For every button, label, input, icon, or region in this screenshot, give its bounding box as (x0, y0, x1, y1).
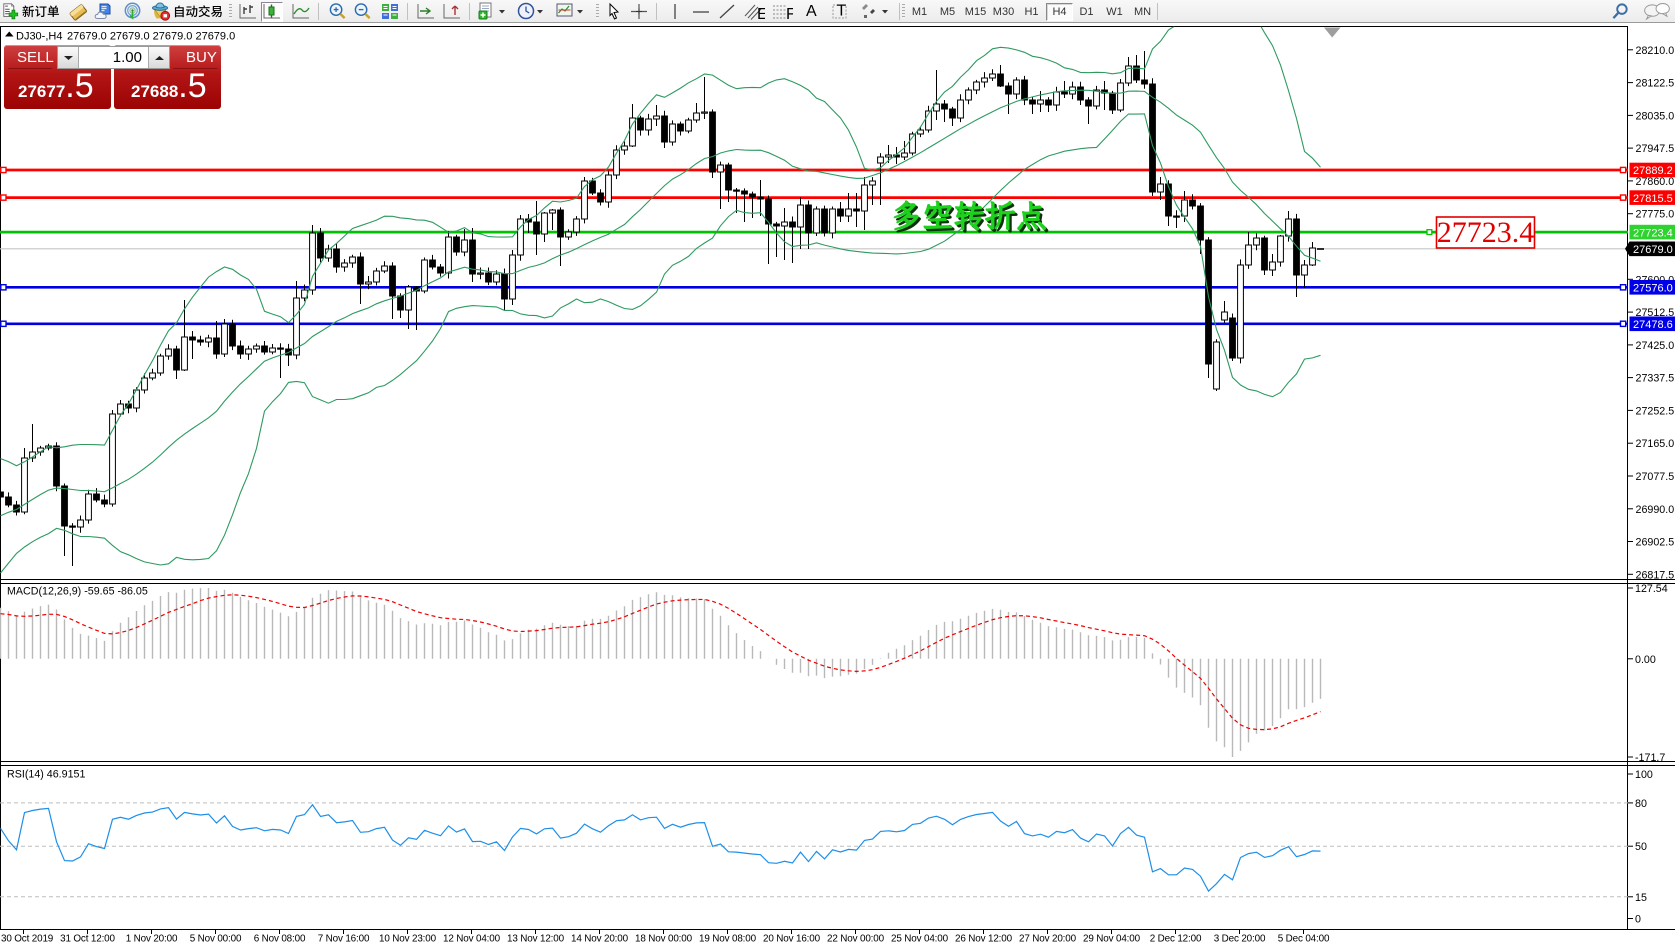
svg-text:27860.0: 27860.0 (1636, 176, 1675, 188)
svg-text:27 Nov 20:00: 27 Nov 20:00 (1019, 934, 1077, 945)
svg-text:27478.6: 27478.6 (1633, 319, 1673, 331)
svg-text:14 Nov 20:00: 14 Nov 20:00 (571, 934, 629, 945)
svg-text:26817.5: 26817.5 (1636, 569, 1675, 581)
svg-text:T: T (837, 3, 847, 20)
svg-text:MACD(12,26,9) -59.65 -86.05: MACD(12,26,9) -59.65 -86.05 (7, 586, 148, 598)
svg-text:A: A (806, 3, 817, 20)
svg-text:7 Nov 16:00: 7 Nov 16:00 (318, 934, 370, 945)
svg-text:27252.5: 27252.5 (1636, 405, 1675, 417)
svg-text:5 Nov 00:00: 5 Nov 00:00 (190, 934, 242, 945)
svg-text:5 Dec 04:00: 5 Dec 04:00 (1278, 934, 1330, 945)
svg-text:E: E (757, 6, 765, 21)
svg-text:100: 100 (1635, 769, 1653, 781)
svg-text:28035.0: 28035.0 (1636, 110, 1675, 122)
svg-text:28122.5: 28122.5 (1636, 78, 1675, 90)
svg-text:13 Nov 12:00: 13 Nov 12:00 (507, 934, 565, 945)
svg-text:27723.4: 27723.4 (1633, 227, 1673, 239)
svg-text:27775.0: 27775.0 (1636, 209, 1675, 221)
svg-text:30 Oct 2019: 30 Oct 2019 (1, 934, 54, 945)
svg-text:80: 80 (1635, 798, 1647, 810)
svg-text:0.00: 0.00 (1635, 654, 1656, 666)
svg-text:-171.7: -171.7 (1635, 752, 1665, 764)
svg-text:26902.5: 26902.5 (1636, 537, 1675, 549)
svg-text:3 Dec 20:00: 3 Dec 20:00 (1214, 934, 1266, 945)
svg-text:27165.0: 27165.0 (1636, 438, 1675, 450)
svg-text:27337.5: 27337.5 (1636, 373, 1675, 385)
svg-text:20 Nov 16:00: 20 Nov 16:00 (763, 934, 821, 945)
svg-text:27576.0: 27576.0 (1633, 283, 1673, 295)
svg-text:28210.0: 28210.0 (1636, 45, 1675, 57)
svg-text:2 Dec 12:00: 2 Dec 12:00 (1150, 934, 1202, 945)
svg-text:27947.5: 27947.5 (1636, 143, 1675, 155)
svg-text:27889.2: 27889.2 (1633, 165, 1673, 177)
svg-text:12 Nov 04:00: 12 Nov 04:00 (443, 934, 501, 945)
svg-text:25 Nov 04:00: 25 Nov 04:00 (891, 934, 949, 945)
svg-text:0: 0 (1635, 914, 1641, 926)
svg-text:F: F (786, 6, 793, 21)
svg-text:1 Nov 20:00: 1 Nov 20:00 (126, 934, 178, 945)
svg-text:RSI(14) 46.9151: RSI(14) 46.9151 (7, 769, 85, 781)
svg-text:DJ30-,H4: DJ30-,H4 (16, 31, 62, 43)
svg-text:27512.5: 27512.5 (1636, 307, 1675, 319)
svg-text:127.54: 127.54 (1635, 583, 1668, 595)
svg-text:29 Nov 04:00: 29 Nov 04:00 (1083, 934, 1141, 945)
svg-text:27815.5: 27815.5 (1633, 193, 1673, 205)
svg-text:22 Nov 00:00: 22 Nov 00:00 (827, 934, 885, 945)
svg-text:27425.0: 27425.0 (1636, 340, 1675, 352)
svg-text:27679.0 27679.0 27679.0 27679.: 27679.0 27679.0 27679.0 27679.0 (67, 31, 235, 43)
svg-text:26990.0: 26990.0 (1636, 504, 1675, 516)
svg-text:10 Nov 23:00: 10 Nov 23:00 (379, 934, 437, 945)
svg-text:31 Oct 12:00: 31 Oct 12:00 (60, 934, 115, 945)
svg-text:19 Nov 08:00: 19 Nov 08:00 (699, 934, 757, 945)
svg-text:26 Nov 12:00: 26 Nov 12:00 (955, 934, 1013, 945)
svg-text:18 Nov 00:00: 18 Nov 00:00 (635, 934, 693, 945)
svg-text:27077.5: 27077.5 (1636, 471, 1675, 483)
svg-text:15: 15 (1635, 892, 1647, 904)
svg-text:50: 50 (1635, 841, 1647, 853)
svg-text:27723.4: 27723.4 (1437, 216, 1535, 249)
svg-text:6 Nov 08:00: 6 Nov 08:00 (254, 934, 306, 945)
svg-text:27679.0: 27679.0 (1633, 244, 1673, 256)
